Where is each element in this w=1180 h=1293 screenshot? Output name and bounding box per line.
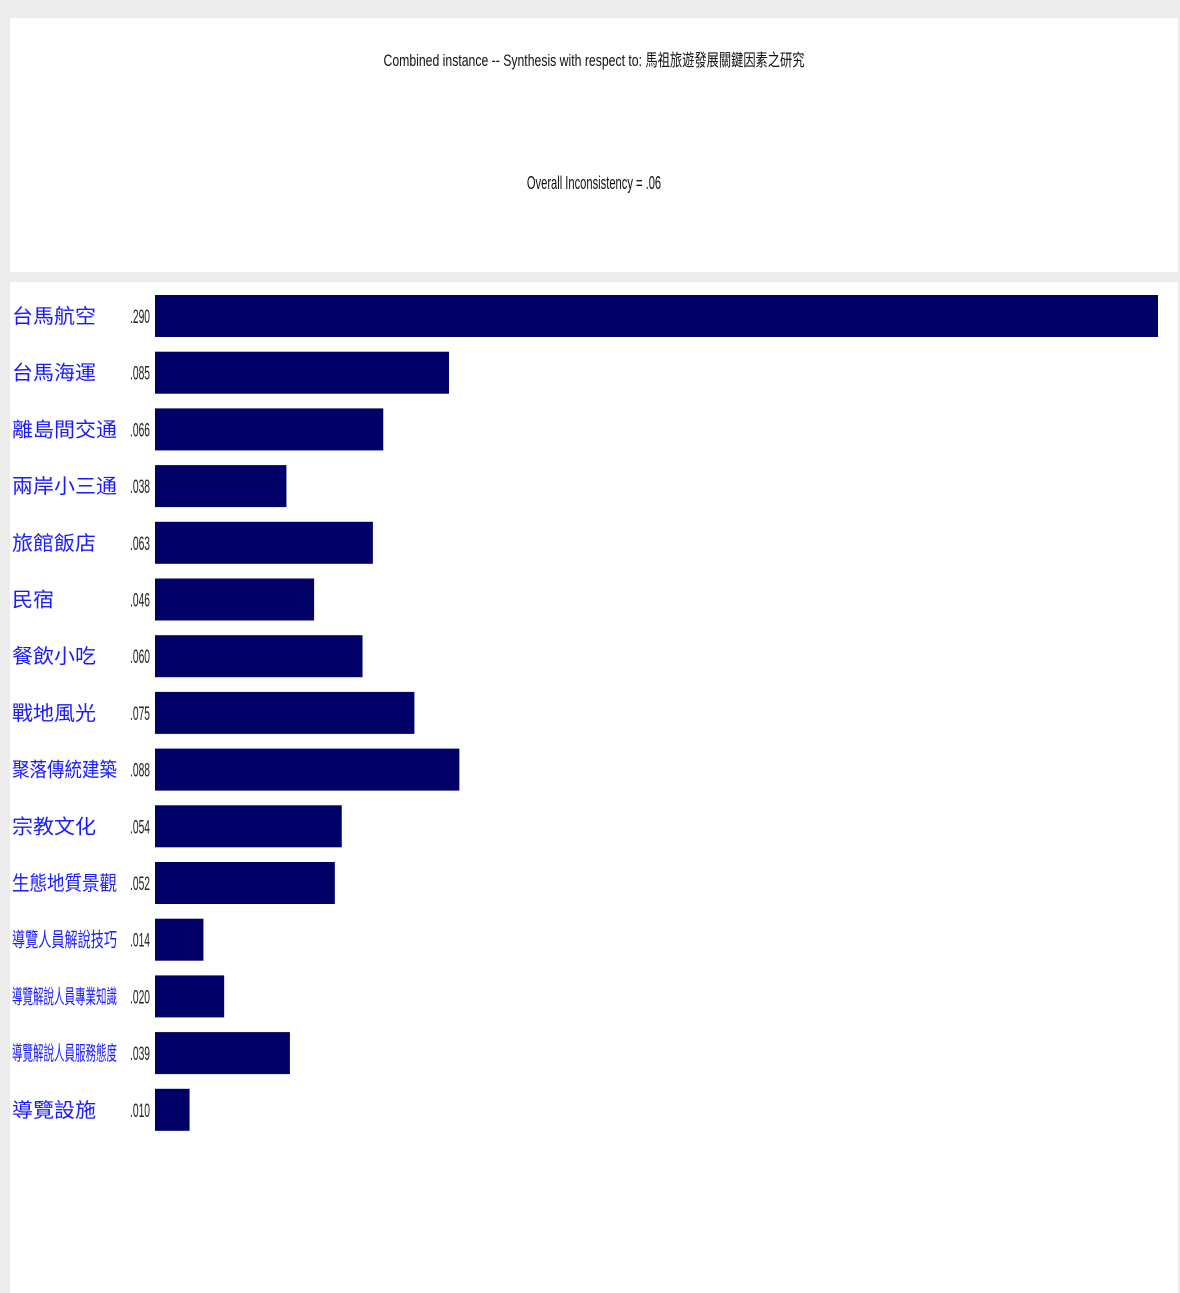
- value-label: .052: [130, 874, 150, 895]
- category-label: 導覽設施: [12, 1098, 96, 1122]
- category-label: 兩岸小三通: [12, 474, 117, 498]
- category-label: 台馬海運: [12, 361, 96, 385]
- category-label: 導覽人員解說技巧: [12, 928, 117, 952]
- category-label: 離島間交通: [12, 417, 117, 441]
- bar: [155, 691, 415, 734]
- bar: [155, 918, 204, 961]
- bar: [155, 521, 373, 564]
- value-label: .020: [130, 987, 150, 1008]
- value-label: .066: [130, 420, 150, 441]
- bar: [155, 862, 335, 904]
- category-label: 餐飲小吃: [12, 644, 96, 668]
- bar: [155, 408, 384, 451]
- category-label: 台馬航空: [12, 304, 96, 328]
- value-label: .014: [130, 931, 150, 952]
- value-label: .085: [130, 364, 150, 385]
- value-label: .010: [130, 1101, 150, 1122]
- value-label: .060: [130, 647, 150, 668]
- header-panel: Combined instance -- Synthesis with resp…: [10, 18, 1178, 272]
- category-label: 導覽解說人員專業知識: [12, 984, 117, 1008]
- category-label: 宗教文化: [12, 814, 96, 838]
- bar: [155, 1088, 190, 1131]
- value-label: .054: [130, 817, 150, 838]
- category-label: 戰地風光: [12, 701, 96, 725]
- bar: [155, 465, 287, 508]
- value-label: .063: [130, 534, 150, 555]
- category-label: 導覽解說人員服務態度: [12, 1041, 117, 1065]
- bar: [155, 578, 315, 621]
- value-label: .290: [130, 307, 150, 328]
- category-label: 旅館飯店: [12, 531, 96, 555]
- bar: [155, 635, 363, 678]
- bar: [155, 351, 449, 394]
- bar: [155, 975, 225, 1018]
- synthesis-bar-chart: 台馬航空 .290 台馬海運 .085 離島間交通 .066 兩岸小三通 .038 旅館飯店 .0…: [12, 295, 1158, 1131]
- chart-title: Combined instance -- Synthesis with resp…: [383, 51, 805, 70]
- category-label: 聚落傳統建築: [12, 758, 117, 782]
- value-label: .046: [130, 591, 150, 612]
- category-label: 民宿: [12, 588, 54, 612]
- value-label: .088: [130, 761, 150, 782]
- category-label: 生態地質景觀: [12, 871, 117, 895]
- overall-inconsistency: Overall Inconsistency = .06: [526, 173, 662, 193]
- value-label: .038: [130, 477, 150, 498]
- chart-panel: 台馬航空 .290 台馬海運 .085 離島間交通 .066 兩岸小三通 .038 旅館飯店 .0…: [10, 282, 1178, 1293]
- bar: [155, 295, 1158, 337]
- bar: [155, 805, 342, 848]
- value-label: .039: [130, 1044, 150, 1065]
- bar: [155, 1032, 290, 1075]
- value-label: .075: [130, 704, 150, 725]
- bar: [155, 748, 460, 791]
